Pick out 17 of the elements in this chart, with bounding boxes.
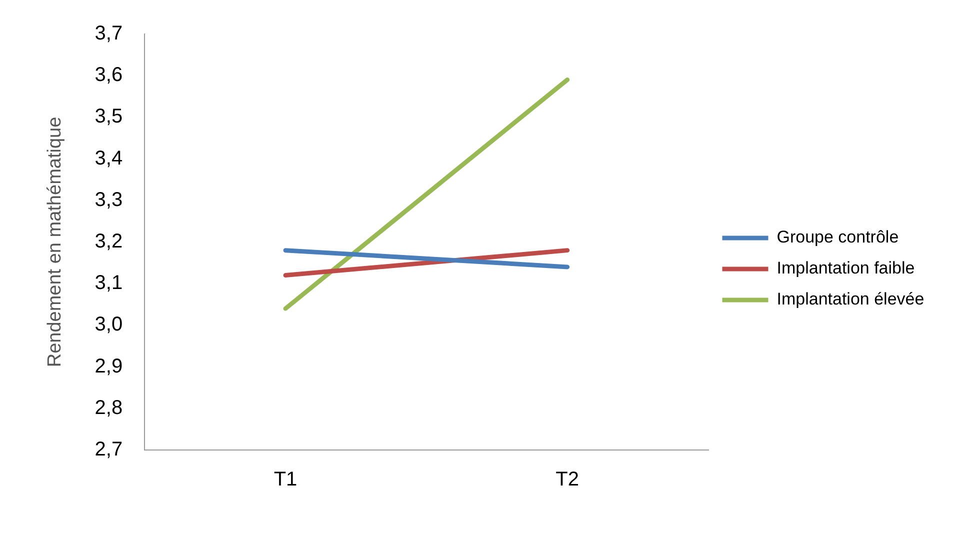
y-tick-label: 3,0 (94, 314, 123, 336)
legend-label: Implantation élevée (776, 290, 924, 309)
y-tick-label: 2,9 (94, 355, 123, 378)
y-tick-label: 3,6 (94, 64, 123, 86)
y-tick-label: 3,5 (94, 106, 123, 128)
y-tick-label: 3,4 (94, 147, 123, 170)
x-tick-label: T2 (556, 468, 580, 491)
legend-label: Implantation faible (776, 258, 915, 278)
y-tick-label: 3,3 (94, 188, 123, 211)
y-tick-label: 3,2 (94, 230, 123, 253)
y-tick-label: 3,7 (94, 22, 123, 45)
y-tick-label: 3,1 (94, 272, 123, 294)
x-tick-label: T1 (274, 468, 298, 491)
y-tick-label: 2,7 (94, 438, 123, 461)
y-axis-title: Rendement en mathématique (44, 116, 66, 368)
legend-label: Groupe contrôle (776, 228, 899, 247)
y-tick-label: 2,8 (94, 396, 123, 419)
